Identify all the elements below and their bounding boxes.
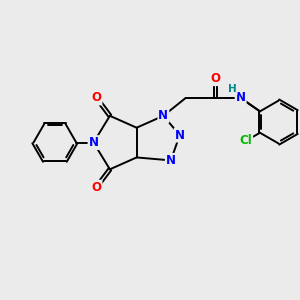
- Text: N: N: [175, 129, 185, 142]
- Text: O: O: [92, 92, 101, 104]
- Text: N: N: [158, 109, 168, 122]
- Text: H: H: [228, 84, 237, 94]
- Text: N: N: [166, 154, 176, 167]
- Text: N: N: [88, 136, 98, 149]
- Text: O: O: [210, 72, 220, 85]
- Text: Cl: Cl: [239, 134, 252, 147]
- Text: N: N: [236, 92, 246, 104]
- Text: O: O: [92, 181, 101, 194]
